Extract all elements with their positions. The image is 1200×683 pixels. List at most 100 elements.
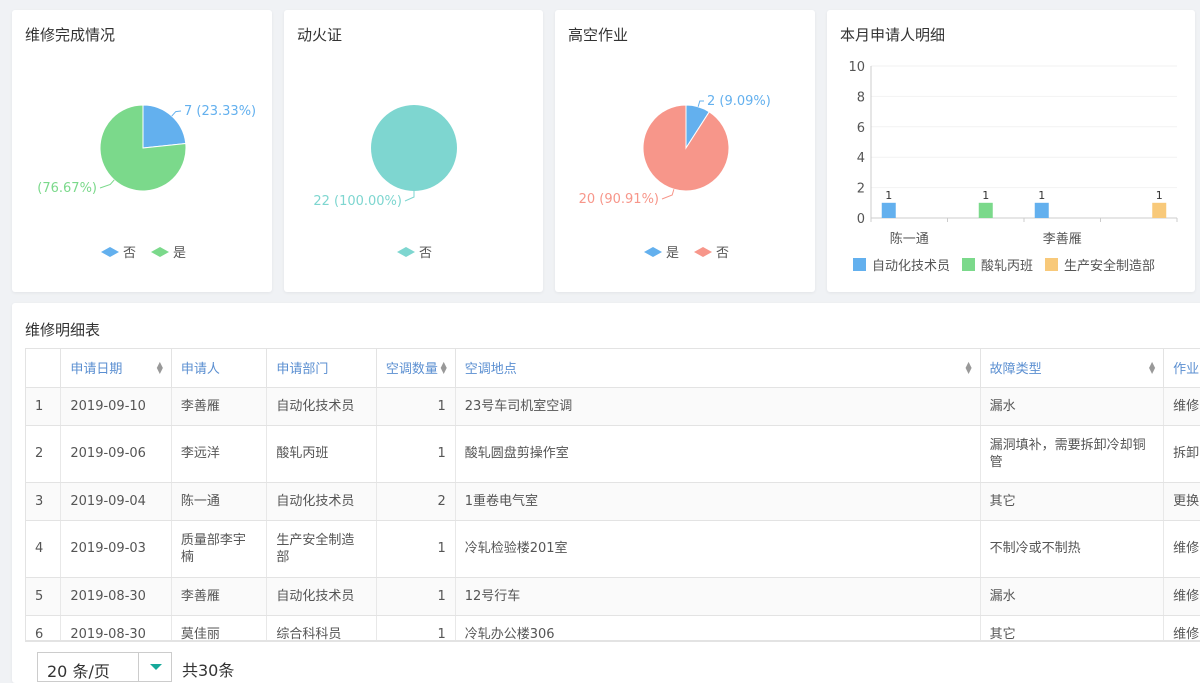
card-title: 本月申请人明细 <box>840 26 946 44</box>
label-line <box>404 191 415 202</box>
table-cell: 1 <box>26 387 62 426</box>
column-header <box>26 349 62 388</box>
column-header[interactable]: 作业 <box>1163 349 1200 388</box>
table-cell: 生产安全制造部 <box>266 520 377 578</box>
table-cell: 3 <box>26 482 62 521</box>
table-cell: 1 <box>376 577 456 616</box>
legend-label[interactable]: 自动化技术员 <box>872 259 950 274</box>
pie-slice-否[interactable] <box>642 104 730 192</box>
card-title: 动火证 <box>297 26 343 44</box>
table-cell: 1 <box>376 615 456 640</box>
table-row[interactable]: 1 2019-09-10 李善雁 自动化技术员 1 23号车司机室空调 漏水 维修 <box>26 387 1200 426</box>
label-line <box>171 110 182 117</box>
pagination: 20 条/页 共30条 <box>25 641 1200 682</box>
column-header[interactable]: 申请日期 ▲ ▼ <box>60 349 172 388</box>
bar[interactable] <box>978 202 993 218</box>
column-header-label: 申请日期 <box>70 362 123 378</box>
column-header[interactable]: 申请部门 <box>266 349 377 388</box>
legend-label[interactable]: 生产安全制造部 <box>1064 258 1155 274</box>
column-header[interactable]: 申请人 <box>171 349 268 388</box>
sort-icon[interactable]: ▲ ▼ <box>156 360 163 375</box>
table-cell: 2 <box>376 482 456 521</box>
column-header[interactable]: 空调地点 ▲ ▼ <box>455 349 981 388</box>
repair-detail-card: 维修明细表 申请日期 ▲ ▼ 申请人 申请部门 空调数量 ▲ ▼ 空调地点 ▲ ▼ 故障类型 ▲ ▼ 作业 1… <box>12 303 1200 683</box>
page-size-select[interactable]: 20 条/页 <box>37 652 172 682</box>
table-cell: 1 <box>376 425 456 483</box>
table-row[interactable]: 4 2019-09-03 质量部李宇楠 生产安全制造部 1 冷轧检验楼201室 不制冷或不制… <box>26 520 1200 578</box>
table-cell: 自动化技术员 <box>266 577 377 616</box>
y-tick-label: 2 <box>857 182 865 197</box>
page-size-value: 20 条/页 <box>47 662 110 681</box>
table-row[interactable]: 2 2019-09-06 李远洋 酸轧丙班 1 酸轧圆盘剪操作室 漏洞填补，需要拆卸冷却铜管… <box>26 425 1200 483</box>
legend-label[interactable]: 否 <box>123 246 136 261</box>
bar[interactable] <box>1152 202 1167 218</box>
table-cell: 自动化技术员 <box>266 387 377 426</box>
table-cell: 不制冷或不制热 <box>980 520 1165 578</box>
y-tick-label: 8 <box>857 90 865 105</box>
pie-slice-否[interactable] <box>371 105 457 191</box>
table-cell: 2019-08-30 <box>60 615 172 640</box>
pie-label: 2 (9.09%) <box>707 94 771 109</box>
table-cell: 维修 <box>1163 577 1200 616</box>
table-cell: 2019-09-04 <box>60 482 172 521</box>
bar[interactable] <box>881 202 896 218</box>
table-cell: 拆卸 <box>1163 425 1200 483</box>
column-header[interactable]: 故障类型 ▲ ▼ <box>980 349 1165 388</box>
pie-chart: 22 (100.00%) 否 <box>313 105 457 261</box>
legend-label[interactable]: 是 <box>666 246 679 261</box>
bar-value-label: 1 <box>1156 189 1163 202</box>
y-tick-label: 4 <box>857 151 865 166</box>
legend-label[interactable]: 是 <box>173 246 186 261</box>
bar-value-label: 1 <box>982 189 989 202</box>
table-cell: 其它 <box>980 615 1165 640</box>
legend-marker[interactable] <box>101 247 119 257</box>
table-cell: 2019-09-06 <box>60 425 172 483</box>
legend-marker[interactable] <box>644 247 662 257</box>
table-cell: 维修 <box>1163 387 1200 426</box>
column-header-label: 申请人 <box>180 362 220 378</box>
sort-icon[interactable]: ▲ ▼ <box>1149 360 1156 375</box>
table-cell: 2019-09-03 <box>60 520 172 578</box>
legend-label[interactable]: 否 <box>419 246 432 261</box>
table-cell: 2019-09-10 <box>60 387 172 426</box>
bar-value-label: 1 <box>1038 189 1045 202</box>
table-cell: 1 <box>376 387 456 426</box>
table-cell: 更换 <box>1163 482 1200 521</box>
x-tick-label: 陈一通 <box>890 231 929 247</box>
sort-icon[interactable]: ▲ ▼ <box>965 360 972 375</box>
table-cell: 自动化技术员 <box>266 482 377 521</box>
card-title: 维修完成情况 <box>25 26 116 44</box>
bar-value-label: 1 <box>885 189 892 202</box>
pie-slice-否[interactable] <box>142 104 187 149</box>
pie-card-height: 高空作业 2 (9.09%) 20 (90.91%) 是 否 <box>555 10 815 292</box>
legend-marker[interactable] <box>962 258 975 271</box>
table-cell: 莫佳丽 <box>171 615 268 640</box>
legend-label[interactable]: 否 <box>716 246 729 261</box>
sort-icon[interactable]: ▲ ▼ <box>440 360 447 375</box>
table-title: 维修明细表 <box>25 321 101 339</box>
column-header-label: 空调数量 <box>385 362 438 378</box>
legend-label[interactable]: 酸轧丙班 <box>981 259 1033 274</box>
bar[interactable] <box>1034 202 1049 218</box>
chevron-down-icon[interactable] <box>138 653 171 681</box>
table-cell: 李善雁 <box>171 577 268 616</box>
legend-marker[interactable] <box>397 247 415 257</box>
label-line <box>99 179 115 189</box>
legend-marker[interactable] <box>151 247 169 257</box>
column-header[interactable]: 空调数量 ▲ ▼ <box>376 349 456 388</box>
table-cell: 2019-08-30 <box>60 577 172 616</box>
legend-marker[interactable] <box>853 258 866 271</box>
table-row[interactable]: 3 2019-09-04 陈一通 自动化技术员 2 1重卷电气室 其它 更换 <box>26 482 1200 521</box>
column-header-label: 空调地点 <box>464 362 517 378</box>
pie-label: 7 (23.33%) <box>184 104 256 119</box>
bar-chart: 0 2 4 6 8 10 陈一通 李善雁 1 1 1 1 自动化技术员 酸轧丙班 生产安全制造部 <box>848 60 1178 274</box>
table-row[interactable]: 5 2019-08-30 李善雁 自动化技术员 1 12号行车 漏水 维修 <box>26 577 1200 616</box>
label-line <box>697 100 705 107</box>
column-header-label: 作业 <box>1173 362 1200 378</box>
legend-marker[interactable] <box>694 247 712 257</box>
legend-marker[interactable] <box>1045 258 1058 271</box>
table-cell: 漏洞填补，需要拆卸冷却铜管 <box>980 425 1165 483</box>
table-row[interactable]: 6 2019-08-30 莫佳丽 综合科科员 1 冷轧办公楼306 其它 维修 <box>26 615 1200 640</box>
pie-label: (76.67%) <box>37 181 97 196</box>
table-cell: 酸轧圆盘剪操作室 <box>455 425 981 483</box>
